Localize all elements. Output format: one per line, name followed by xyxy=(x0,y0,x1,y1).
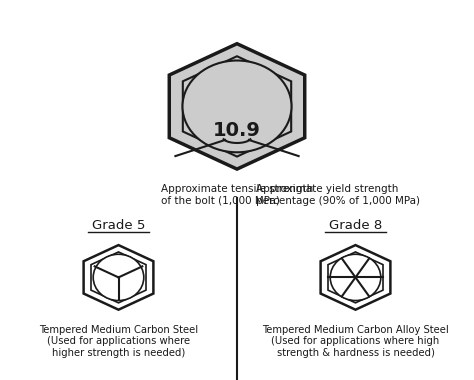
Polygon shape xyxy=(183,56,291,157)
Ellipse shape xyxy=(93,254,144,301)
Text: Grade 8: Grade 8 xyxy=(329,219,382,232)
Text: Grade 5: Grade 5 xyxy=(92,219,145,232)
Text: Approximate tensile strength
of the bolt (1,000 MPa): Approximate tensile strength of the bolt… xyxy=(161,184,313,206)
Ellipse shape xyxy=(330,254,381,301)
Polygon shape xyxy=(328,252,383,303)
Text: Tempered Medium Carbon Alloy Steel
(Used for applications where high
strength & : Tempered Medium Carbon Alloy Steel (Used… xyxy=(262,325,449,358)
Polygon shape xyxy=(91,252,146,303)
Text: Tempered Medium Carbon Steel
(Used for applications where
higher strength is nee: Tempered Medium Carbon Steel (Used for a… xyxy=(39,325,198,358)
Polygon shape xyxy=(83,245,154,310)
Text: 10.9: 10.9 xyxy=(213,121,261,140)
Polygon shape xyxy=(169,44,305,169)
Text: Approximate yield strength
percentage (90% of 1,000 MPa): Approximate yield strength percentage (9… xyxy=(256,184,420,206)
Ellipse shape xyxy=(182,60,292,152)
Polygon shape xyxy=(320,245,391,310)
